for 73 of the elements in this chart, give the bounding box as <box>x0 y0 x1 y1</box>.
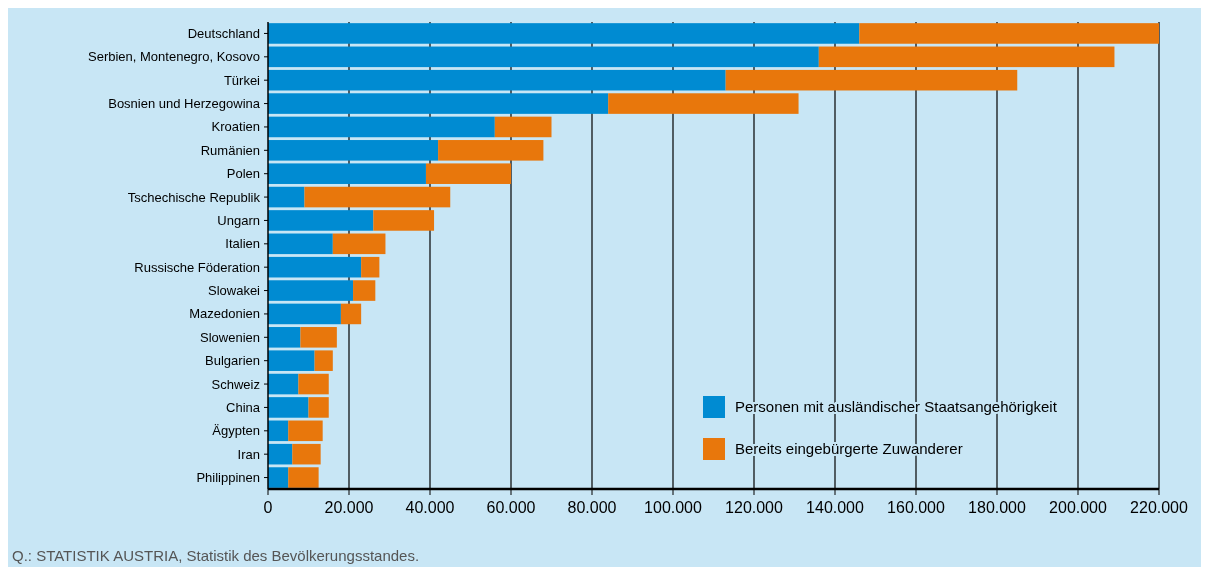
bar <box>332 233 386 255</box>
bar <box>268 23 860 44</box>
x-tick-label: 220.000 <box>1130 499 1189 516</box>
bar <box>859 23 1159 44</box>
bar <box>268 256 362 278</box>
bar <box>288 420 323 442</box>
x-tick-label: 200.000 <box>1049 499 1108 516</box>
bar <box>304 186 451 208</box>
x-tick-label: 60.000 <box>486 499 536 516</box>
bar <box>268 420 289 442</box>
y-tick-label: Philippinen <box>196 470 260 486</box>
x-tick-label: 160.000 <box>887 499 946 516</box>
y-tick-label: Deutschland <box>187 26 260 41</box>
y-tick-label: Schweiz <box>211 376 260 392</box>
y-tick-label: Bulgarien <box>205 353 260 369</box>
bar <box>268 350 315 371</box>
bar <box>608 93 799 114</box>
bar <box>268 303 341 325</box>
bar <box>425 163 511 184</box>
x-tick-label: 40.000 <box>405 499 455 516</box>
y-tick-label: Tschechische Republik <box>127 189 261 205</box>
bar <box>298 373 329 395</box>
bar <box>300 327 337 348</box>
y-tick-label: Bosnien und Herzegowina <box>108 96 261 112</box>
bar <box>268 327 301 348</box>
x-tick-label: 180.000 <box>968 499 1027 516</box>
y-tick-label: Kroatien <box>211 119 260 135</box>
bar <box>438 140 544 161</box>
bar <box>340 303 362 325</box>
bar <box>268 397 309 418</box>
x-tick-label: 20.000 <box>324 499 374 516</box>
bar <box>268 46 819 68</box>
bar <box>268 467 289 488</box>
x-tick-label: 140.000 <box>806 499 865 516</box>
bar <box>353 280 376 301</box>
x-tick-label: 80.000 <box>567 499 617 516</box>
bar <box>373 210 435 231</box>
x-tick-label: 100.000 <box>644 499 703 516</box>
y-tick-label: Ägypten <box>212 423 260 439</box>
y-tick-label: Rumänien <box>200 142 260 158</box>
bar <box>288 467 319 488</box>
bar <box>268 373 299 395</box>
bar <box>494 116 552 138</box>
y-tick-label: Russische Föderation <box>134 259 260 275</box>
bar <box>308 397 329 418</box>
y-tick-label: Mazedonien <box>189 306 260 322</box>
bar <box>361 256 380 278</box>
y-tick-label: Polen <box>226 166 260 182</box>
bar <box>268 140 439 161</box>
bar <box>314 350 333 371</box>
bar <box>268 116 495 138</box>
bar <box>268 210 374 231</box>
bar <box>268 186 305 208</box>
bar <box>268 163 426 184</box>
y-tick-label: China <box>226 399 261 415</box>
bar <box>268 69 726 91</box>
text: Q.: STATISTIK AUSTRIA, Statistik des Bevölkerungsstandes. <box>12 547 420 564</box>
bar <box>725 69 1018 91</box>
y-tick-label: Ungarn <box>217 212 260 228</box>
y-tick-label: Italien <box>225 236 260 252</box>
y-tick-label: Slowakei <box>207 283 261 299</box>
bar <box>268 93 609 114</box>
bar <box>818 46 1115 68</box>
bar <box>292 443 321 465</box>
bar <box>268 280 354 301</box>
bar <box>268 443 293 465</box>
y-tick-label: Iran <box>237 446 260 462</box>
bar <box>268 233 333 255</box>
x-tick-label: 0 <box>263 499 273 516</box>
y-tick-label: Slowenien <box>200 329 260 345</box>
x-tick-label: 120.000 <box>725 499 784 516</box>
y-tick-label: Serbien, Montenegro, Kosovo <box>88 49 260 65</box>
y-tick-label: Türkei <box>223 72 261 88</box>
